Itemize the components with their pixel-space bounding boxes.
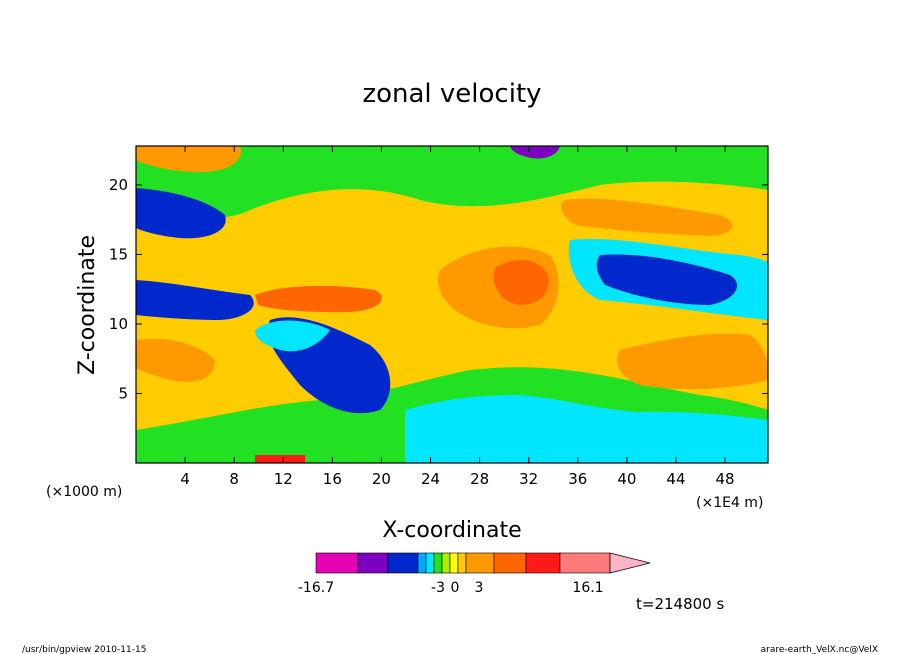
colorbar-segment [525,552,561,574]
colorbar-segment [433,552,443,574]
field-orange-top-left [136,146,241,172]
colorbar-segment [559,552,611,574]
plot-frame [135,145,769,464]
x-axis-label: X-coordinate [382,518,521,543]
field-cyan-lower [405,395,768,463]
x-tick-label: 32 [519,470,538,488]
field-orange-left-lower [136,338,215,382]
colorbar-max-label: 16.1 [572,580,603,596]
time-label: t=214800 s [636,595,724,613]
field-red-bottom [255,455,305,463]
colorbar-segment [493,552,527,574]
y-axis-ticks: 5 10 15 20 [109,176,768,402]
field-orange-top-right [561,198,733,236]
colorbar-label-3: 3 [475,580,484,596]
x-unit-right: (×1E4 m) [696,495,763,511]
x-tick-label: 4 [180,470,190,488]
colorbar-extend-arrow [609,552,651,574]
field-blue-left-middle [136,280,254,320]
colorbar-segment [441,552,451,574]
colorbar-label-0: 0 [451,580,460,596]
colorbar-segment [315,552,359,574]
field-darkorange-center [493,259,549,305]
colorbar [315,552,651,574]
colorbar-segment [417,552,427,574]
x-tick-label: 40 [617,470,636,488]
x-tick-label: 8 [229,470,239,488]
field-blue-right [596,254,738,305]
x-axis-ticks: 4 8 12 16 20 24 28 32 36 40 44 48 [180,146,735,488]
field-green-upper [136,146,768,218]
x-tick-label: 24 [421,470,440,488]
colorbar-label-minus3: -3 [431,580,445,596]
field-purple-top [510,146,560,159]
colorbar-segment [457,552,467,574]
x-tick-label: 12 [274,470,293,488]
field-cyan-lower-center [255,320,330,352]
colorbar-segment [465,552,495,574]
field-blue-left-upper [136,188,226,239]
chart-title: zonal velocity [362,79,541,109]
field-orange-right-lower [616,333,768,390]
footer-right: arare-earth_VelX.nc@VelX [761,645,878,654]
x-unit-left: (×1000 m) [46,484,122,500]
field-orange-mid-left [255,285,382,313]
colorbar-segment [357,552,389,574]
y-axis-label: Z-coordinate [75,235,100,375]
y-tick-label: 10 [109,315,128,333]
plot-area [136,146,768,463]
x-tick-label: 28 [470,470,489,488]
x-tick-label: 20 [372,470,391,488]
colorbar-segment [387,552,419,574]
y-tick-label: 20 [109,176,128,194]
y-tick-label: 15 [109,245,128,263]
colorbar-min-label: -16.7 [298,580,334,596]
y-tick-label: 5 [118,384,128,402]
colorbar-segment [425,552,435,574]
x-tick-label: 44 [666,470,685,488]
x-tick-label: 16 [323,470,342,488]
x-tick-label: 48 [716,470,735,488]
colorbar-segment [449,552,459,574]
x-tick-label: 36 [568,470,587,488]
footer-left: /usr/bin/gpview 2010-11-15 [22,645,146,654]
